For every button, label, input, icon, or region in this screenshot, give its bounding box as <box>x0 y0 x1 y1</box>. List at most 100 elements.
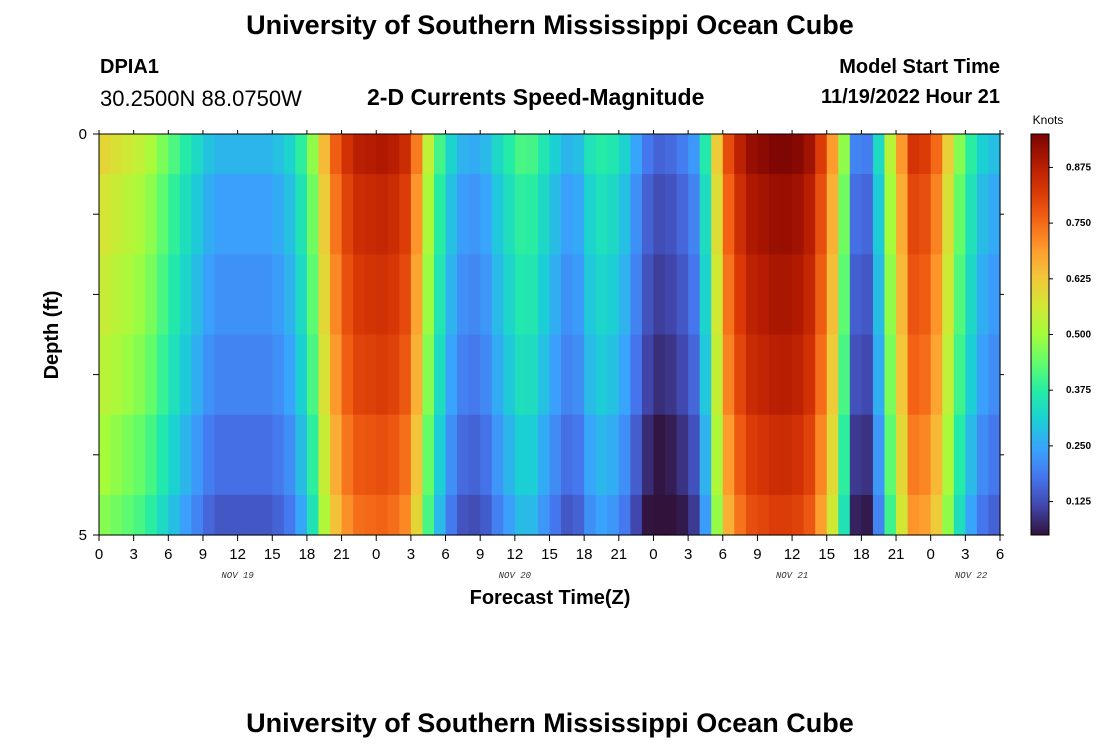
heatmap-cell <box>734 414 747 496</box>
heatmap-cell <box>861 334 874 416</box>
heatmap-cell <box>433 494 447 536</box>
heatmap-cell <box>226 334 239 416</box>
heatmap-cell <box>260 494 273 536</box>
heatmap-cell <box>295 134 308 175</box>
heatmap-cell <box>514 174 527 255</box>
heatmap-cell <box>422 134 435 175</box>
station-coordinates: 30.2500N 88.0750W <box>100 86 302 111</box>
heatmap-cell <box>965 334 978 416</box>
heatmap-cell <box>295 174 308 255</box>
heatmap-cell <box>376 254 389 336</box>
colorbar: Knots 0.125 0.250 0.375 0.500 0.625 0.750 0.87… <box>1030 113 1091 536</box>
heatmap-cell <box>503 134 516 175</box>
heatmap-cell <box>572 174 585 255</box>
heatmap-cell <box>745 414 759 496</box>
heatmap-cell <box>745 494 759 536</box>
colorbar-gradient <box>1030 133 1050 536</box>
heatmap-cell <box>191 134 204 175</box>
heatmap-cell <box>480 414 493 496</box>
heatmap-cell <box>537 174 551 255</box>
heatmap-cell <box>353 494 366 536</box>
heatmap-cell <box>595 174 608 255</box>
heatmap-cell <box>561 494 574 536</box>
heatmap-cell <box>399 334 412 416</box>
heatmap-cell <box>976 254 990 336</box>
heatmap-cell <box>688 334 701 416</box>
heatmap-cell <box>815 254 828 336</box>
heatmap-cell <box>468 134 481 175</box>
heatmap-cell <box>306 494 320 536</box>
heatmap-cell <box>896 414 909 496</box>
heatmap-cell <box>156 134 169 175</box>
heatmap-cell <box>919 174 932 255</box>
colorbar-tick-label: 0.500 <box>1066 330 1091 341</box>
heatmap-cell <box>572 134 585 175</box>
heatmap-cell <box>849 174 862 255</box>
heatmap-cell <box>976 134 990 175</box>
heatmap-cell <box>896 254 909 336</box>
x-tick-label: 15 <box>818 546 835 563</box>
heatmap-cell <box>341 254 354 336</box>
heatmap-cell <box>896 494 909 536</box>
heatmap-cell <box>422 174 435 255</box>
heatmap-cell <box>318 254 331 336</box>
heatmap-cell <box>503 414 516 496</box>
heatmap-cell <box>803 494 816 536</box>
heatmap-cell <box>514 134 527 175</box>
heatmap-cell <box>849 414 862 496</box>
heatmap-cell <box>364 334 377 416</box>
heatmap-cell <box>815 174 828 255</box>
date-labels: NOV 19 NOV 20 NOV 21 NOV 22 <box>221 571 988 581</box>
heatmap-cell <box>491 134 504 175</box>
heatmap-cell <box>965 414 978 496</box>
x-tick-label: 18 <box>299 546 316 563</box>
heatmap-cell <box>526 334 539 416</box>
heatmap-cell <box>549 134 562 175</box>
heatmap-cell <box>133 414 146 496</box>
heatmap-cell <box>260 134 273 175</box>
heatmap-cell <box>768 174 782 255</box>
x-tick-label: 0 <box>649 546 657 563</box>
heatmap-cell <box>757 494 770 536</box>
heatmap-cell <box>445 414 458 496</box>
heatmap-cell <box>226 254 239 336</box>
heatmap-cell <box>849 254 862 336</box>
heatmap-cell <box>422 254 435 336</box>
heatmap-cell <box>676 334 689 416</box>
heatmap-cell <box>514 414 527 496</box>
heatmap-cell <box>803 334 816 416</box>
heatmap-cell <box>919 134 932 175</box>
heatmap-cell <box>237 494 250 536</box>
heatmap-cell <box>145 134 158 175</box>
heatmap-cell <box>99 334 112 416</box>
heatmap-cell <box>688 254 701 336</box>
x-tick-label: 6 <box>164 546 172 563</box>
heatmap-cell <box>641 174 655 255</box>
heatmap-cell <box>399 134 412 175</box>
heatmap-cell <box>295 494 308 536</box>
heatmap-cell <box>202 174 216 255</box>
heatmap-cell <box>630 254 643 336</box>
heatmap-cell <box>884 494 897 536</box>
heatmap-cell <box>919 254 932 336</box>
heatmap-cell <box>665 134 678 175</box>
heatmap-cell <box>861 414 874 496</box>
heatmap-cell <box>630 494 643 536</box>
x-tick-label: 6 <box>719 546 727 563</box>
heatmap-cell <box>122 174 135 255</box>
heatmap-cell <box>884 254 897 336</box>
heatmap-cell <box>410 334 424 416</box>
heatmap-cell <box>491 254 504 336</box>
heatmap-cell <box>872 134 886 175</box>
heatmap-cell <box>665 174 678 255</box>
heatmap-cell <box>110 174 123 255</box>
x-tick-label: 3 <box>407 546 415 563</box>
heatmap-cell <box>110 134 123 175</box>
heatmap-cell <box>930 334 943 416</box>
heatmap-cell <box>907 494 920 536</box>
heatmap-cell <box>618 254 631 336</box>
heatmap-cell <box>295 254 308 336</box>
heatmap-cell <box>676 254 689 336</box>
heatmap-cell <box>433 414 447 496</box>
heatmap-cell <box>260 414 273 496</box>
